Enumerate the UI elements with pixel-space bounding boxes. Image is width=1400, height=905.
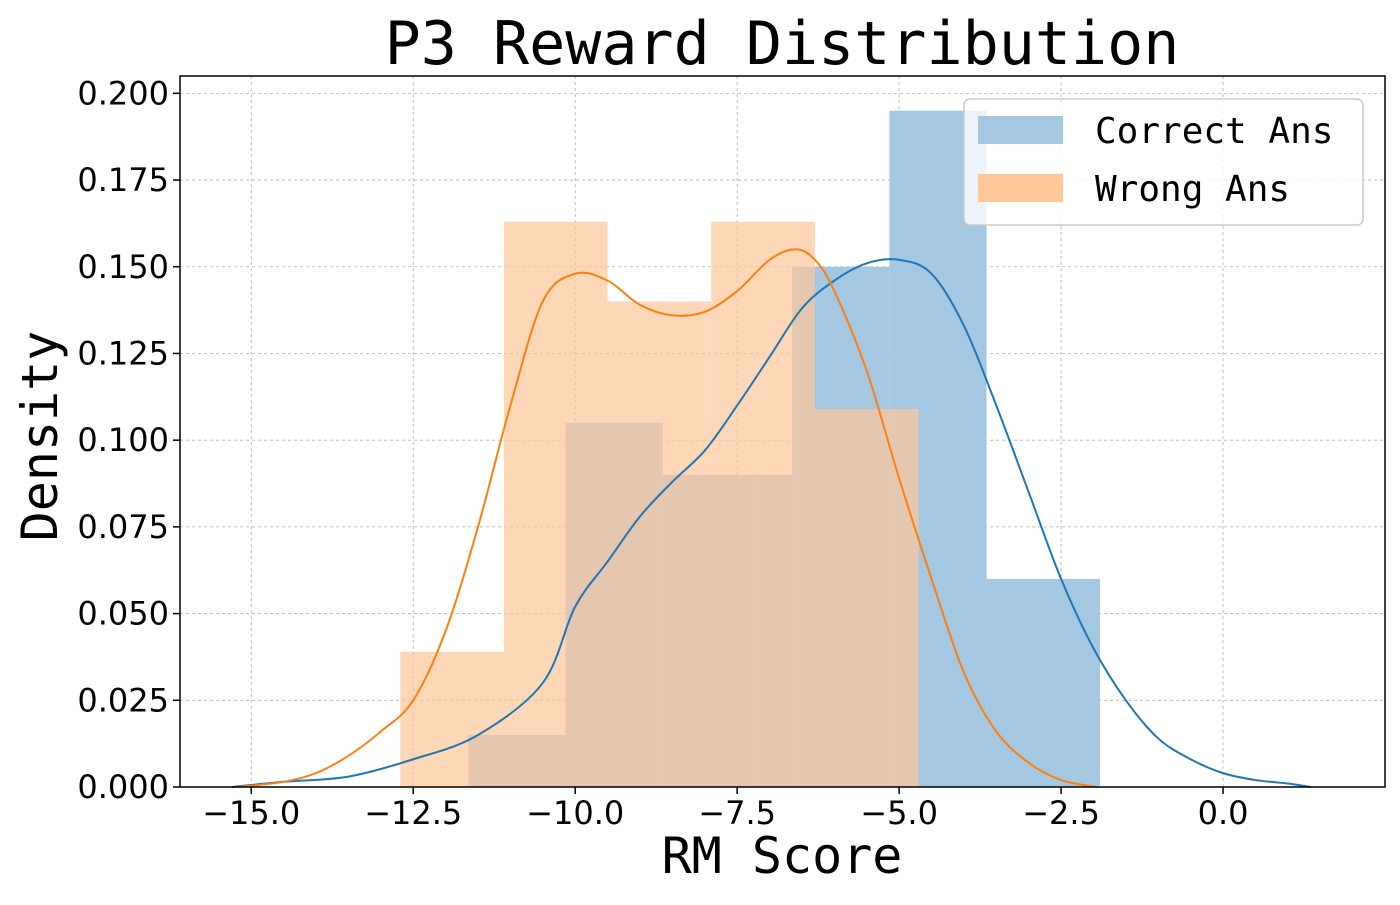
histogram-bar-wrong: [711, 221, 815, 788]
x-tick-label: 0.0: [1198, 794, 1249, 832]
kde-curve-wrong: [238, 248, 1097, 788]
x-tick-label: −10.0: [526, 794, 624, 832]
kde-curves: [231, 248, 1311, 788]
histogram-bar-wrong: [503, 221, 608, 788]
x-tick-label: −7.5: [698, 794, 776, 832]
plot-frame: [179, 75, 1386, 788]
x-tick-label: −2.5: [1022, 794, 1100, 832]
y-tick-label: 0.150: [77, 248, 169, 286]
legend-swatch-wrong: [978, 174, 1063, 202]
chart-title: P3 Reward Distribution: [385, 9, 1180, 79]
legend: Correct Ans Wrong Ans: [963, 98, 1364, 226]
y-tick-label: 0.050: [77, 595, 169, 633]
histogram-bars: [400, 110, 1100, 788]
x-tick-label: −12.5: [364, 794, 462, 832]
y-tick-label: 0.000: [77, 768, 169, 806]
y-tick-label: 0.025: [77, 681, 169, 719]
legend-swatch-correct: [978, 116, 1063, 144]
x-axis-label: RM Score: [662, 827, 903, 885]
y-tick-label: 0.175: [77, 161, 169, 199]
y-axis-label: Density: [11, 331, 69, 542]
legend-label-correct: Correct Ans: [1095, 111, 1333, 152]
histogram-bar-wrong: [400, 651, 504, 787]
x-tick-label: −15.0: [202, 794, 300, 832]
y-tick-label: 0.100: [77, 421, 169, 459]
histogram-bar-correct: [986, 578, 1100, 787]
kde-curve-correct: [231, 258, 1311, 788]
legend-frame: [963, 98, 1364, 226]
x-tick-label: −5.0: [860, 794, 938, 832]
y-axis-ticks: 0.000 0.025 0.050 0.075 0.100 0.125 0.150 0.175…: [77, 74, 180, 806]
y-tick-label: 0.075: [77, 508, 169, 546]
x-axis-ticks: −15.0 −12.5 −10.0 −7.5 −5.0 −2.5 0.0: [202, 787, 1248, 832]
histogram-bar-wrong: [607, 301, 712, 787]
histogram-bar-wrong: [814, 408, 919, 787]
y-tick-label: 0.125: [77, 334, 169, 372]
legend-label-wrong: Wrong Ans: [1095, 169, 1290, 210]
y-tick-label: 0.200: [77, 74, 169, 112]
